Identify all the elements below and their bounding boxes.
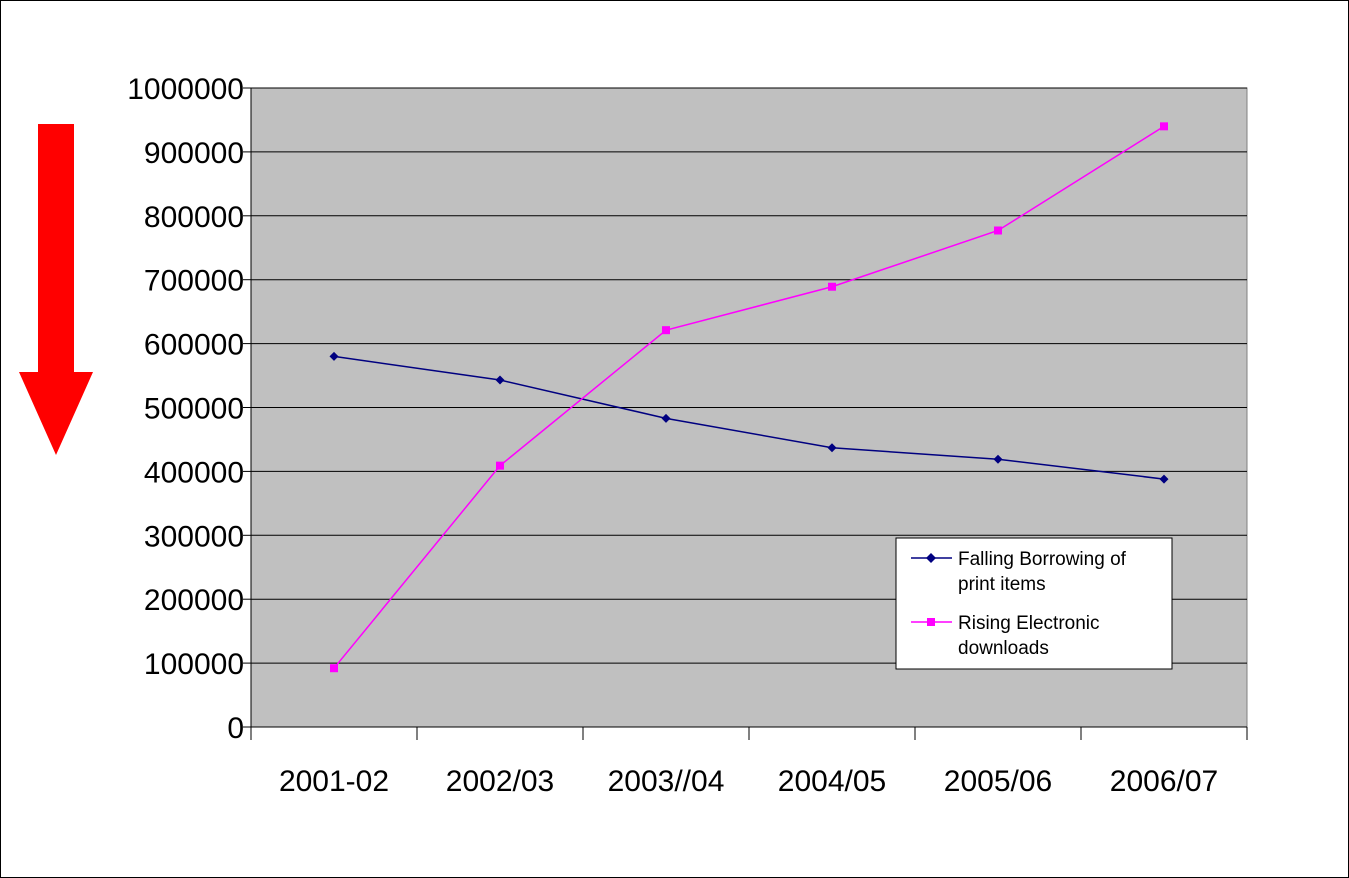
x-tick-label: 2003//04: [608, 765, 725, 798]
y-tick-label: 100000: [144, 648, 244, 681]
series-line-2: [333, 125, 1165, 669]
y-tick-label: 1000000: [127, 73, 244, 106]
legend-label-line: Rising Electronic: [958, 613, 1100, 634]
legend-entry-rising-downloads: Rising Electronic downloads: [911, 613, 1100, 659]
data-point-diamond: [329, 351, 339, 361]
data-point-square: [828, 282, 836, 291]
data-point-diamond: [1159, 474, 1169, 484]
data-point-diamond: [993, 454, 1003, 464]
x-tick-label: 2005/06: [944, 765, 1052, 798]
y-tick-label: 600000: [144, 329, 244, 362]
data-point-square: [994, 226, 1002, 235]
y-axis-tick-labels: 0 100000 200000 300000 400000 500000 600000 700…: [127, 73, 244, 745]
axes: [243, 87, 1248, 740]
y-tick-label: 800000: [144, 201, 244, 234]
data-point-diamond: [661, 413, 671, 423]
legend-label-line: downloads: [958, 638, 1049, 659]
y-tick-label: 300000: [144, 520, 244, 553]
legend-square-marker: [927, 618, 935, 626]
data-point-square: [330, 664, 338, 673]
y-tick-label: 900000: [144, 137, 244, 170]
legend: Falling Borrowing of print items Rising …: [895, 537, 1173, 670]
legend-label-line: print items: [958, 574, 1046, 595]
data-point-diamond: [827, 443, 837, 453]
data-point-square: [496, 461, 504, 470]
data-point-diamond: [495, 375, 505, 385]
legend-entry-falling-borrowing: Falling Borrowing of print items: [911, 549, 1127, 595]
x-axis-tick-labels: 2001-02 2002/03 2003//04 2004/05 2005/06 2006…: [279, 765, 1218, 798]
series-line-1: [333, 355, 1165, 480]
x-tick-label: 2004/05: [778, 765, 886, 798]
x-tick-label: 2006/07: [1110, 765, 1218, 798]
legend-label-line: Falling Borrowing of: [958, 549, 1127, 570]
gridlines: [251, 87, 1247, 664]
y-tick-label: 700000: [144, 265, 244, 298]
y-tick-label: 0: [227, 712, 244, 745]
y-tick-label: 500000: [144, 393, 244, 426]
x-tick-label: 2002/03: [446, 765, 554, 798]
legend-diamond-marker: [926, 553, 936, 563]
series-layer: [329, 122, 1169, 673]
y-tick-label: 400000: [144, 456, 244, 489]
legend-box: [895, 537, 1173, 670]
data-point-square: [662, 326, 670, 335]
red-down-arrow-icon: [19, 124, 93, 455]
x-tick-label: 2001-02: [279, 765, 389, 798]
y-tick-label: 200000: [144, 584, 244, 617]
data-point-square: [1160, 122, 1168, 131]
